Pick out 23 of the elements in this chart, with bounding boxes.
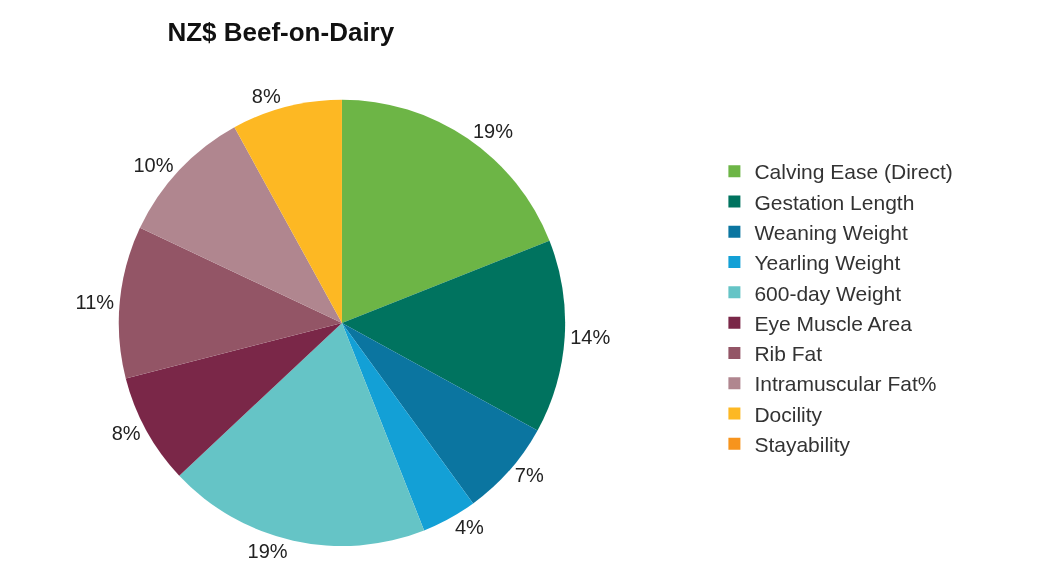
legend-label: Weaning Weight	[754, 220, 908, 244]
pie-slice	[341, 99, 550, 323]
legend-label: Docility	[754, 402, 823, 426]
legend-label: Gestation Length	[754, 190, 915, 214]
data-label: 7%	[514, 464, 544, 487]
legend-label: Intramuscular Fat%	[754, 372, 937, 396]
data-label: 10%	[133, 153, 174, 176]
data-label: 8%	[251, 85, 281, 108]
legend-label: Calving Ease (Direct)	[754, 160, 953, 184]
data-label: 11%	[75, 290, 115, 313]
data-label: 4%	[454, 515, 485, 538]
data-label: 19%	[472, 119, 514, 142]
pie-slice	[341, 240, 566, 431]
legend-label: Yearling Weight	[754, 251, 901, 275]
legend-label: Rib Fat	[754, 342, 823, 366]
data-label: 14%	[570, 325, 611, 348]
legend-label: Eye Muscle Area	[754, 311, 913, 335]
data-label: 8%	[111, 421, 141, 444]
chart-title: NZ$ Beef-on-Dairy	[167, 17, 395, 48]
legend-label: 600-day Weight	[754, 281, 902, 305]
legend-label: Stayability	[754, 433, 851, 457]
data-label: 19%	[247, 540, 288, 563]
pie-slice	[118, 227, 342, 379]
